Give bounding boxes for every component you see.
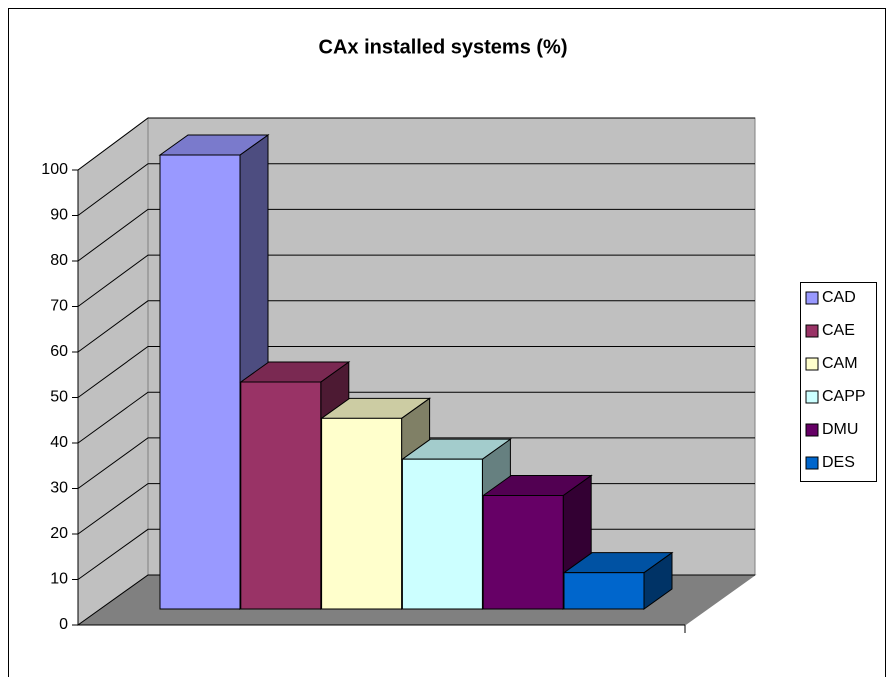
y-tick-label: 20 [50, 525, 68, 542]
ticks: 0 10 20 30 40 50 60 70 80 90 100 [41, 161, 78, 633]
grid-line [77, 254, 755, 307]
y-tick-label: 50 [50, 389, 68, 406]
y-tick-label: 0 [59, 616, 68, 633]
legend-swatch [805, 291, 819, 305]
legend: CAD CAE CAM CAPP DMU DES [800, 282, 877, 482]
bar [321, 417, 403, 610]
bar [401, 458, 483, 610]
bar [563, 572, 645, 610]
y-tick-label: 80 [50, 252, 68, 269]
grid-line [77, 346, 755, 398]
grid-line [77, 437, 755, 489]
legend-swatch [805, 324, 819, 338]
y-tick-label: 90 [50, 207, 68, 224]
grid-line [77, 208, 755, 262]
legend-label: CAE [822, 322, 855, 339]
legend-swatch [805, 390, 819, 404]
y-tick-label: 100 [41, 161, 68, 178]
bar [240, 381, 322, 610]
y-tick-label: 10 [50, 571, 68, 588]
legend-label: DMU [822, 421, 858, 438]
bar [482, 495, 564, 610]
grid-line [77, 163, 755, 216]
legend-label: DES [822, 454, 855, 471]
y-tick-label: 60 [50, 343, 68, 360]
grid-line [77, 117, 755, 171]
legend-swatch [805, 357, 819, 371]
bars [158, 134, 674, 610]
legend-label: CAM [822, 355, 858, 372]
y-tick-label: 30 [50, 480, 68, 497]
chart-title: CAx installed systems (%) [319, 36, 568, 58]
bar [159, 154, 241, 610]
legend-box [800, 282, 877, 482]
legend-swatch [805, 456, 819, 470]
legend-label: CAD [822, 289, 856, 306]
grid-line [77, 300, 755, 353]
legend-label: CAPP [822, 388, 866, 405]
grid-line [77, 391, 755, 444]
y-tick-label: 40 [50, 434, 68, 451]
y-tick-label: 70 [50, 298, 68, 315]
legend-swatch [805, 423, 819, 437]
